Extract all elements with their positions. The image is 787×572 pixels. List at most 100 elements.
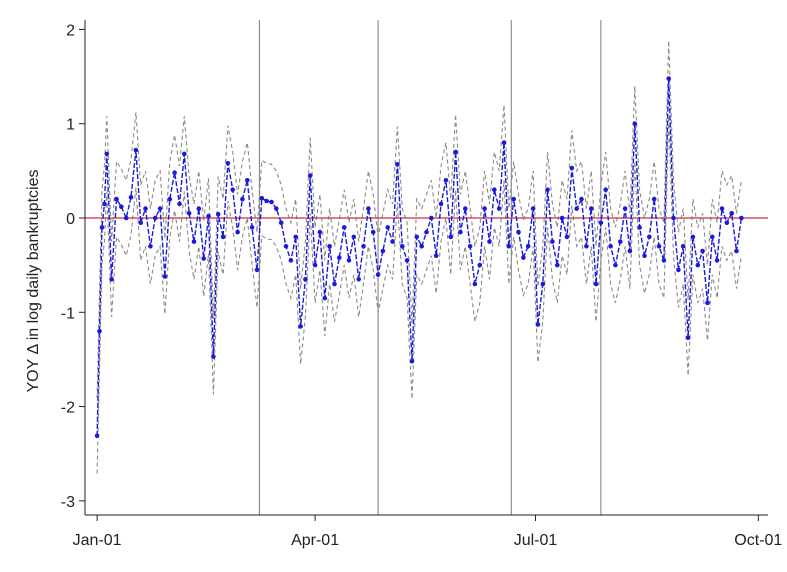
data-point-101 — [569, 165, 575, 171]
data-point-45 — [298, 324, 303, 329]
data-point-117 — [647, 234, 652, 240]
data-point-69 — [414, 234, 420, 240]
data-point-111 — [618, 239, 623, 244]
data-point-20 — [177, 201, 182, 207]
data-point-59 — [366, 206, 371, 211]
estimate-line — [96, 78, 743, 436]
data-point-61 — [375, 272, 381, 277]
data-point-30 — [225, 161, 231, 166]
data-point-116 — [642, 253, 647, 258]
y-tick-label-5: 1 — [66, 117, 75, 134]
data-point-2 — [97, 328, 102, 334]
data-point-13 — [143, 206, 148, 211]
lower-confidence-line — [96, 116, 742, 474]
data-point-76 — [448, 234, 454, 240]
data-point-34 — [245, 178, 250, 183]
data-point-78 — [458, 229, 463, 235]
data-point-126 — [690, 234, 696, 240]
data-point-66 — [400, 244, 405, 249]
data-point-26 — [206, 213, 211, 219]
y-tick-label-3: -1 — [61, 305, 75, 322]
data-point-131 — [714, 258, 720, 263]
data-point-103 — [579, 196, 584, 202]
data-point-71 — [424, 229, 429, 235]
data-point-36 — [254, 267, 260, 273]
y-tick-label-4: 0 — [66, 211, 75, 228]
data-point-87 — [501, 140, 507, 145]
data-point-52 — [332, 281, 337, 287]
data-point-104 — [584, 244, 589, 249]
data-point-53 — [337, 255, 342, 260]
data-point-3 — [99, 225, 105, 230]
data-point-38 — [264, 198, 269, 204]
data-point-129 — [705, 300, 710, 306]
data-point-134 — [729, 211, 734, 216]
data-point-127 — [695, 262, 701, 268]
data-point-57 — [356, 277, 362, 282]
data-point-120 — [661, 258, 667, 263]
data-point-135 — [734, 248, 739, 254]
data-point-37 — [259, 195, 265, 201]
data-point-5 — [104, 151, 110, 157]
data-point-9 — [123, 215, 129, 221]
y-tick-label-1: -3 — [61, 494, 75, 511]
data-point-73 — [433, 253, 439, 258]
data-point-15 — [152, 215, 158, 221]
data-point-125 — [685, 335, 691, 341]
data-point-55 — [346, 258, 352, 263]
data-point-91 — [521, 255, 526, 260]
data-point-108 — [603, 187, 608, 192]
data-point-128 — [700, 248, 705, 254]
data-point-51 — [327, 244, 332, 249]
data-point-106 — [593, 281, 599, 287]
y-tick-label-2: -2 — [61, 400, 75, 417]
data-point-50 — [322, 295, 328, 301]
data-point-49 — [317, 229, 323, 235]
x-tick-label-4: Oct-01 — [734, 532, 782, 549]
data-point-12 — [138, 220, 143, 225]
data-point-75 — [443, 178, 449, 183]
estimate-series — [94, 76, 744, 439]
data-point-88 — [506, 244, 512, 249]
data-point-18 — [167, 196, 173, 202]
data-point-33 — [240, 196, 245, 202]
data-point-46 — [303, 277, 308, 282]
data-point-82 — [477, 262, 483, 268]
data-point-8 — [119, 204, 124, 209]
x-tick-label-1: Jan-01 — [73, 532, 122, 549]
data-point-25 — [201, 256, 206, 261]
data-point-130 — [710, 234, 715, 240]
data-point-119 — [656, 244, 662, 249]
data-point-90 — [516, 229, 521, 235]
data-point-48 — [312, 262, 318, 268]
data-point-84 — [487, 239, 492, 244]
data-point-107 — [598, 220, 604, 225]
data-point-58 — [361, 244, 366, 249]
data-point-67 — [404, 258, 410, 263]
data-point-100 — [564, 234, 570, 240]
data-point-27 — [211, 354, 216, 359]
data-point-115 — [637, 225, 642, 230]
data-point-114 — [632, 121, 638, 126]
data-point-70 — [419, 244, 425, 249]
data-point-11 — [133, 147, 139, 153]
data-point-93 — [530, 206, 536, 211]
data-point-105 — [588, 206, 594, 211]
y-tick-label-6: 2 — [66, 22, 75, 39]
data-point-124 — [680, 244, 686, 249]
data-point-89 — [511, 196, 516, 202]
data-point-1 — [94, 433, 100, 439]
data-point-95 — [540, 281, 546, 287]
data-point-42 — [283, 244, 289, 249]
data-point-29 — [220, 234, 226, 240]
data-point-40 — [274, 206, 279, 211]
data-point-22 — [186, 211, 192, 216]
data-point-133 — [724, 220, 730, 225]
axes: -3 -2 -1 0 1 2 Jan-01 Apr-01 Jul-01 Oct-01 — [61, 20, 782, 549]
x-tick-label-3: Jul-01 — [514, 532, 558, 549]
data-point-113 — [627, 248, 633, 254]
data-point-10 — [128, 195, 134, 200]
data-point-56 — [351, 234, 357, 240]
data-point-60 — [370, 229, 376, 235]
